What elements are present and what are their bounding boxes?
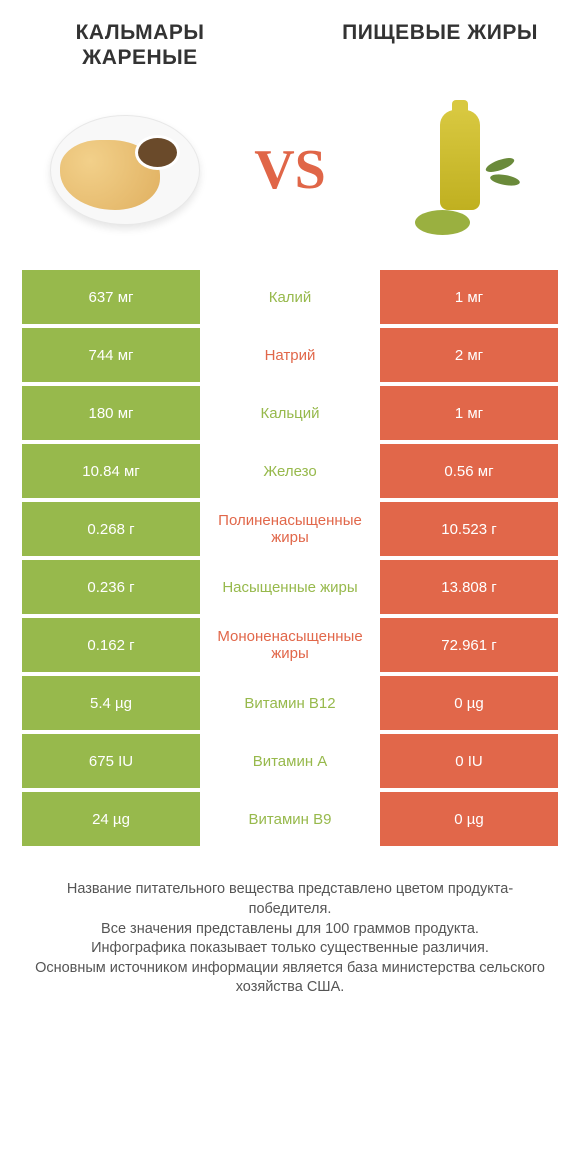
nutrient-label: Кальций [200, 386, 380, 440]
table-row: 637 мгКалий1 мг [22, 270, 558, 324]
comparison-table: 637 мгКалий1 мг744 мгНатрий2 мг180 мгКал… [0, 270, 580, 846]
left-product-image [40, 100, 210, 240]
vs-label: VS [254, 138, 326, 202]
table-row: 0.162 гМононенасыщенные жиры72.961 г [22, 618, 558, 672]
right-value: 1 мг [380, 386, 558, 440]
left-product-title: Кальмары жареные [40, 20, 240, 70]
right-value: 1 мг [380, 270, 558, 324]
left-value: 675 IU [22, 734, 200, 788]
right-value: 2 мг [380, 328, 558, 382]
right-value: 0.56 мг [380, 444, 558, 498]
table-row: 180 мгКальций1 мг [22, 386, 558, 440]
nutrient-label: Натрий [200, 328, 380, 382]
table-row: 24 µgВитамин B90 µg [22, 792, 558, 846]
table-row: 675 IUВитамин A0 IU [22, 734, 558, 788]
right-value: 0 µg [380, 792, 558, 846]
right-value: 13.808 г [380, 560, 558, 614]
left-value: 0.268 г [22, 502, 200, 556]
right-value: 10.523 г [380, 502, 558, 556]
footer-line: Название питательного вещества представл… [30, 880, 550, 919]
table-row: 5.4 µgВитамин B120 µg [22, 676, 558, 730]
right-value: 0 IU [380, 734, 558, 788]
footer: Название питательного вещества представл… [0, 850, 580, 997]
right-product-image [370, 100, 540, 240]
left-value: 0.162 г [22, 618, 200, 672]
nutrient-label: Насыщенные жиры [200, 560, 380, 614]
left-value: 637 мг [22, 270, 200, 324]
nutrient-label: Железо [200, 444, 380, 498]
table-row: 10.84 мгЖелезо0.56 мг [22, 444, 558, 498]
table-row: 744 мгНатрий2 мг [22, 328, 558, 382]
left-value: 10.84 мг [22, 444, 200, 498]
left-value: 180 мг [22, 386, 200, 440]
footer-line: Все значения представлены для 100 граммо… [30, 920, 550, 940]
table-row: 0.236 гНасыщенные жиры13.808 г [22, 560, 558, 614]
left-value: 0.236 г [22, 560, 200, 614]
nutrient-label: Витамин B9 [200, 792, 380, 846]
right-product-title: Пищевые жиры [340, 20, 540, 70]
left-value: 5.4 µg [22, 676, 200, 730]
right-value: 72.961 г [380, 618, 558, 672]
footer-line: Основным источником информации является … [30, 959, 550, 998]
nutrient-label: Витамин B12 [200, 676, 380, 730]
nutrient-label: Калий [200, 270, 380, 324]
table-row: 0.268 гПолиненасыщенные жиры10.523 г [22, 502, 558, 556]
nutrient-label: Полиненасыщенные жиры [200, 502, 380, 556]
nutrient-label: Мононенасыщенные жиры [200, 618, 380, 672]
images-row: VS [0, 80, 580, 270]
left-value: 744 мг [22, 328, 200, 382]
footer-line: Инфографика показывает только существенн… [30, 939, 550, 959]
left-value: 24 µg [22, 792, 200, 846]
header: Кальмары жареные Пищевые жиры [0, 0, 580, 80]
right-value: 0 µg [380, 676, 558, 730]
nutrient-label: Витамин A [200, 734, 380, 788]
